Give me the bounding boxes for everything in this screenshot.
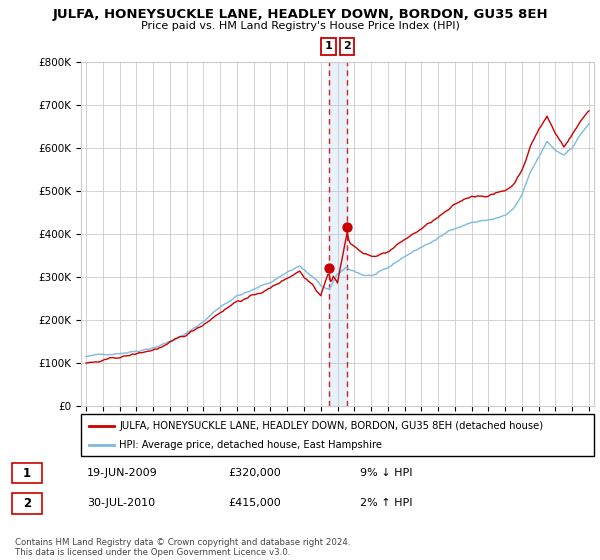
Text: JULFA, HONEYSUCKLE LANE, HEADLEY DOWN, BORDON, GU35 8EH (detached house): JULFA, HONEYSUCKLE LANE, HEADLEY DOWN, B… bbox=[119, 421, 544, 431]
Text: HPI: Average price, detached house, East Hampshire: HPI: Average price, detached house, East… bbox=[119, 440, 382, 450]
FancyBboxPatch shape bbox=[12, 463, 41, 483]
Text: £320,000: £320,000 bbox=[228, 468, 281, 478]
Text: 1: 1 bbox=[23, 466, 31, 480]
Text: 2% ↑ HPI: 2% ↑ HPI bbox=[360, 498, 413, 508]
Text: Contains HM Land Registry data © Crown copyright and database right 2024.
This d: Contains HM Land Registry data © Crown c… bbox=[15, 538, 350, 557]
Bar bbox=[329, 62, 347, 406]
FancyBboxPatch shape bbox=[12, 493, 41, 514]
Text: JULFA, HONEYSUCKLE LANE, HEADLEY DOWN, BORDON, GU35 8EH: JULFA, HONEYSUCKLE LANE, HEADLEY DOWN, B… bbox=[52, 8, 548, 21]
Text: 2: 2 bbox=[23, 497, 31, 510]
Point bbox=[324, 264, 334, 273]
Text: 1: 1 bbox=[325, 41, 332, 52]
Point bbox=[343, 223, 352, 232]
Text: 9% ↓ HPI: 9% ↓ HPI bbox=[360, 468, 413, 478]
Text: 30-JUL-2010: 30-JUL-2010 bbox=[87, 498, 155, 508]
Text: £415,000: £415,000 bbox=[228, 498, 281, 508]
Text: 19-JUN-2009: 19-JUN-2009 bbox=[87, 468, 158, 478]
Text: Price paid vs. HM Land Registry's House Price Index (HPI): Price paid vs. HM Land Registry's House … bbox=[140, 21, 460, 31]
Text: 2: 2 bbox=[343, 41, 351, 52]
FancyBboxPatch shape bbox=[81, 414, 594, 456]
